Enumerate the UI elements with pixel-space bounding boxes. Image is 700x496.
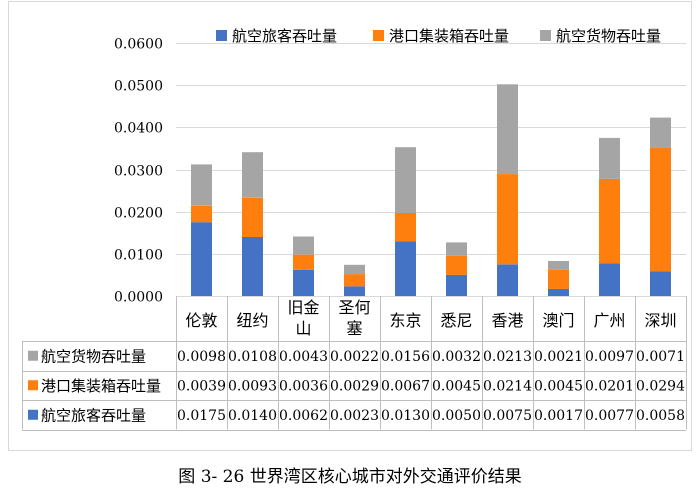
data-label: 0.0213 [483, 349, 532, 365]
y-tick-label: 0.0500 [114, 79, 163, 95]
category-label: 旧金 [287, 298, 319, 317]
table-row-header: 航空旅客吞吐量 [41, 406, 146, 424]
data-label: 0.0214 [483, 378, 532, 394]
legend-label: 港口集装箱吞吐量 [389, 27, 509, 45]
category-label: 伦敦 [185, 311, 217, 330]
category-label: 塞 [346, 319, 362, 338]
data-label: 0.0017 [534, 408, 583, 424]
category-label: 澳门 [542, 311, 574, 330]
bar-segment [293, 254, 314, 270]
data-label: 0.0093 [228, 378, 277, 394]
bar-segment [191, 205, 212, 223]
table-legend-swatch [28, 380, 38, 391]
bar-segment [293, 236, 314, 255]
bar-segment [395, 241, 416, 296]
figure-caption: 图 3- 26 世界湾区核心城市对外交通评价结果 [178, 467, 522, 487]
data-label: 0.0175 [177, 408, 226, 424]
legend: 航空旅客吞吐量 港口集装箱吞吐量 航空货物吞吐量 [216, 27, 661, 45]
bar-segment [395, 212, 416, 242]
bar-segment [548, 269, 569, 289]
y-tick-label: 0.0000 [114, 290, 163, 306]
data-label: 0.0156 [381, 349, 430, 365]
table-row-header: 航空货物吞吐量 [41, 347, 146, 365]
bar-segment [650, 117, 671, 148]
category-label: 深圳 [644, 311, 676, 330]
category-label: 东京 [389, 311, 421, 330]
bar-segment [497, 174, 518, 265]
data-label: 0.0097 [585, 349, 634, 365]
data-label: 0.0201 [585, 378, 634, 394]
category-label: 广州 [593, 311, 625, 330]
data-label: 0.0062 [279, 408, 328, 424]
category-label: 悉尼 [440, 311, 472, 330]
bar-segment [191, 164, 212, 206]
chart-frame [8, 1, 692, 451]
bar-segment [242, 152, 263, 198]
table-legend-swatch [28, 409, 38, 420]
y-tick-label: 0.0200 [114, 206, 163, 222]
bar-segment [242, 197, 263, 237]
bar-segment [446, 274, 467, 296]
data-label: 0.0098 [177, 349, 226, 365]
bar-segment [344, 286, 365, 296]
bar-segment [344, 274, 365, 287]
data-label: 0.0023 [330, 408, 379, 424]
bar-segment [650, 271, 671, 296]
legend-swatch [373, 30, 384, 41]
y-tick-label: 0.0100 [114, 248, 163, 264]
data-label: 0.0045 [432, 378, 481, 394]
legend-label: 航空旅客吞吐量 [232, 27, 337, 45]
data-label: 0.0294 [636, 378, 685, 394]
data-label: 0.0045 [534, 378, 583, 394]
category-label: 山 [295, 319, 311, 338]
bar-segment [497, 84, 518, 175]
category-label: 纽约 [236, 311, 268, 330]
data-label: 0.0036 [279, 378, 328, 394]
y-tick-label: 0.0600 [114, 37, 163, 53]
data-label: 0.0021 [534, 349, 583, 365]
category-label: 香港 [491, 311, 523, 330]
bar-segment [242, 237, 263, 296]
data-label: 0.0050 [432, 408, 481, 424]
bars [191, 84, 671, 296]
data-label: 0.0130 [381, 408, 430, 424]
bar-segment [344, 264, 365, 275]
data-label: 0.0071 [636, 349, 685, 365]
data-label: 0.0043 [279, 349, 328, 365]
bar-segment [395, 147, 416, 213]
data-label: 0.0029 [330, 378, 379, 394]
bar-segment [599, 137, 620, 179]
bar-segment [599, 178, 620, 264]
bar-segment [497, 264, 518, 296]
data-label: 0.0108 [228, 349, 277, 365]
data-label: 0.0058 [636, 408, 685, 424]
bar-segment [650, 147, 671, 272]
bar-segment [599, 263, 620, 296]
table-legend-swatch [28, 350, 38, 361]
y-tick-label: 0.0400 [114, 121, 163, 137]
data-label: 0.0022 [330, 349, 379, 365]
bar-segment [191, 222, 212, 296]
data-label: 0.0075 [483, 408, 532, 424]
bar-segment [446, 255, 467, 275]
y-axis: 0.0000 0.0100 0.0200 0.0300 0.0400 0.0500 0.06… [114, 37, 163, 306]
data-label: 0.0077 [585, 408, 634, 424]
data-label: 0.0032 [432, 349, 481, 365]
data-label: 0.0140 [228, 408, 277, 424]
legend-swatch [540, 30, 551, 41]
bar-segment [293, 269, 314, 296]
data-label: 0.0039 [177, 378, 226, 394]
bar-segment [446, 242, 467, 256]
bar-segment [548, 288, 569, 296]
legend-swatch [216, 30, 227, 41]
data-label: 0.0067 [381, 378, 430, 394]
y-tick-label: 0.0300 [114, 164, 163, 180]
category-label: 圣何 [338, 298, 370, 317]
legend-label: 航空货物吞吐量 [556, 27, 661, 45]
bar-segment [548, 261, 569, 270]
table-row-header: 港口集装箱吞吐量 [41, 377, 161, 395]
